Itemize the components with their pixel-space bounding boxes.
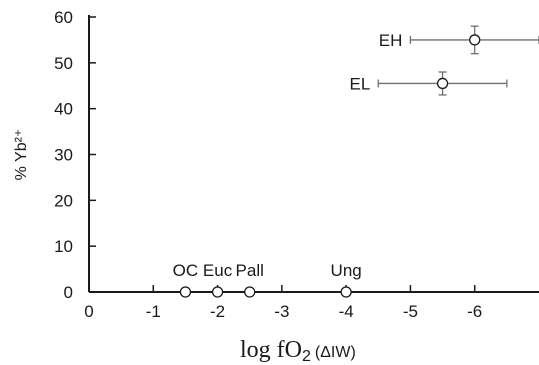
data-point	[436, 77, 449, 90]
y-tick-label: 20	[54, 191, 73, 210]
x-tick-label: -1	[146, 302, 161, 321]
point-label: OC	[173, 261, 199, 280]
y-axis-label: % Yb²⁺	[13, 129, 30, 181]
x-tick-label: -3	[274, 302, 289, 321]
y-tick-label: 60	[54, 8, 73, 27]
x-axis-label: log fO2 (ΔIW)	[240, 337, 356, 365]
point-label: EH	[379, 31, 403, 50]
x-tick-label: -6	[467, 302, 482, 321]
y-tick-label: 30	[54, 146, 73, 165]
x-axis-label-main: log fO	[240, 337, 302, 363]
y-tick-label: 0	[64, 283, 73, 302]
data-point	[179, 286, 192, 298]
point-label: Pall	[236, 261, 264, 280]
data-point	[244, 286, 256, 298]
x-tick-label: -5	[403, 302, 418, 321]
x-axis-label-subscript: 2	[302, 348, 311, 365]
data-point	[211, 286, 224, 298]
point-label: Euc	[203, 261, 233, 280]
point-label: EL	[349, 74, 370, 93]
x-tick-label: -4	[339, 302, 354, 321]
x-tick-label: 0	[84, 302, 93, 321]
x-tick-label: -2	[210, 302, 225, 321]
y-tick-label: 40	[54, 100, 73, 119]
y-tick-label: 50	[54, 54, 73, 73]
data-point	[340, 286, 352, 298]
data-point	[469, 34, 481, 46]
x-axis-label-unit: (ΔIW)	[315, 344, 356, 361]
point-label: Ung	[331, 261, 362, 280]
y-tick-label: 10	[54, 237, 73, 256]
